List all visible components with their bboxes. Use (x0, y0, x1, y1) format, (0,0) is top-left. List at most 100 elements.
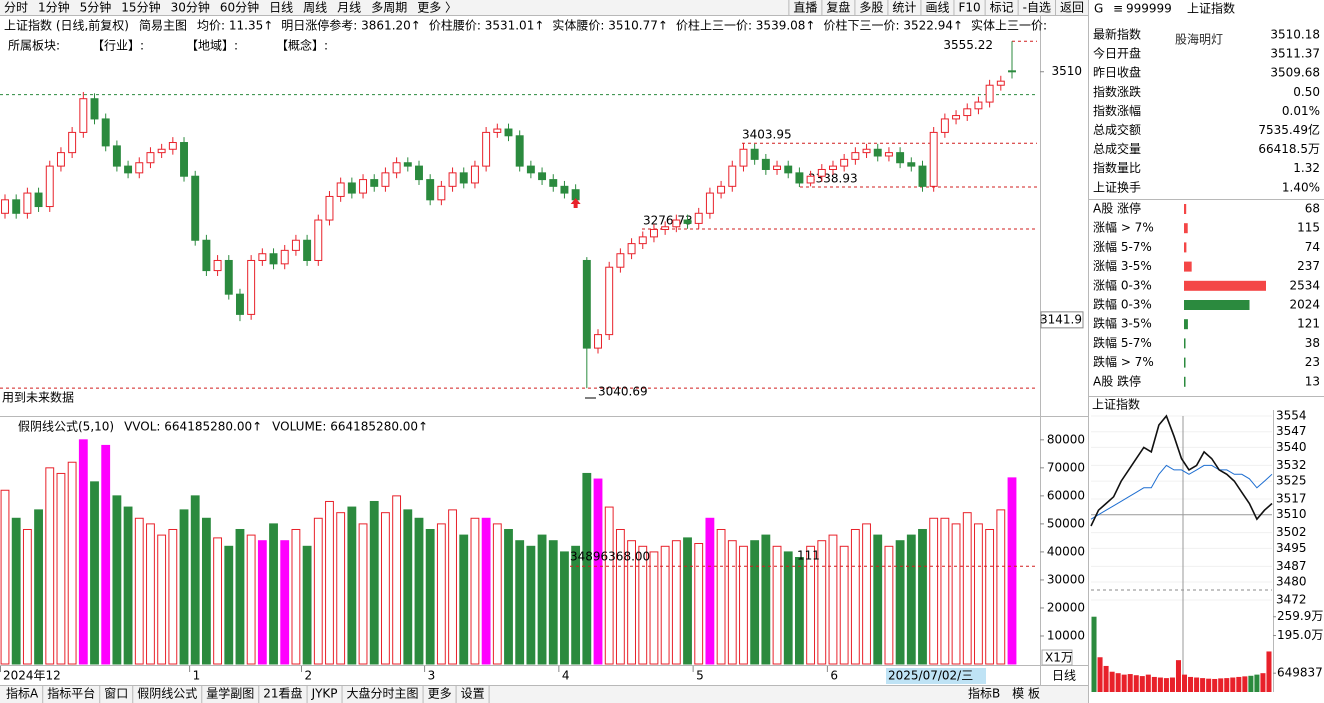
mini-y-label: 3480 (1276, 575, 1307, 589)
quote-label: 总成交额 (1093, 122, 1141, 137)
volume-bar (168, 528, 178, 665)
toolbar-button[interactable]: 复盘 (826, 0, 850, 15)
toolbar-tab[interactable]: 更多 〉 (417, 1, 457, 15)
breadth-value: 2024 (1289, 298, 1320, 312)
candle-body (34, 192, 43, 208)
candle-body (896, 152, 905, 164)
unit-label: X1万 (1045, 651, 1073, 665)
indicator-tab[interactable]: 指标A (6, 686, 39, 701)
toolbar-button[interactable]: 直播 (793, 1, 817, 15)
candle-body (717, 185, 726, 194)
indicator-tab[interactable]: 模 板 (1012, 687, 1040, 701)
y-tick-label: 3510 (1051, 64, 1082, 78)
candle-body (314, 219, 323, 261)
volume-bar (694, 543, 704, 665)
mini-volume-bar (1260, 673, 1266, 692)
quote-value: 7535.49亿 (1258, 122, 1320, 137)
toolbar-tab[interactable]: 60分钟 (220, 0, 259, 15)
mini-volume-bar (1188, 676, 1194, 692)
volume-bar (828, 534, 838, 665)
candle-body (985, 84, 994, 103)
toolbar-tab[interactable]: 日线 (269, 1, 293, 15)
toolbar-bg (0, 0, 1088, 15)
volume-bar (123, 506, 133, 665)
candle-body (56, 152, 65, 167)
candle-body (459, 172, 468, 184)
volume-bar (403, 509, 413, 665)
volume-bar (996, 509, 1006, 665)
volume-bar (593, 478, 603, 665)
indicator-tab[interactable]: 指标B (968, 686, 1000, 701)
indicator-tab[interactable]: JYKP (311, 687, 338, 701)
volume-bar (90, 481, 99, 665)
indicator-tab[interactable]: 大盘分时主图 (347, 686, 419, 701)
mini-volume-bar (1169, 677, 1175, 692)
breadth-label: 涨幅 0-3% (1093, 277, 1152, 292)
candle-body (180, 142, 188, 177)
indicator-tab[interactable]: 量学副图 (206, 686, 254, 701)
toolbar-tab[interactable]: 30分钟 (171, 0, 210, 15)
toolbar-tab[interactable]: 15分钟 (121, 0, 160, 15)
breadth-label: 跌幅 > 7% (1093, 354, 1154, 369)
toolbar-button[interactable]: 多股 (859, 1, 883, 15)
breadth-bar (1184, 338, 1186, 349)
toolbar-tab[interactable]: 分时 (4, 1, 28, 15)
indicator-tab[interactable]: 21看盘 (263, 686, 302, 701)
annotation: 111 (797, 549, 820, 563)
indicator-tab[interactable]: 更多 (428, 687, 452, 701)
breadth-bar (1184, 319, 1188, 330)
candle-body (918, 165, 927, 187)
volume-bar (582, 472, 592, 665)
volume-bar (761, 534, 771, 665)
candle-body (784, 165, 793, 174)
mini-y-label: 3525 (1276, 474, 1307, 488)
toolbar-tab[interactable]: 1分钟 (38, 0, 70, 15)
volume-bar (213, 537, 223, 665)
breadth-value: 237 (1297, 259, 1320, 273)
candle-body (12, 199, 21, 214)
indicator-tab[interactable]: 设置 (461, 687, 485, 701)
volume-bar (157, 534, 167, 665)
toolbar-tab[interactable]: 周线 (303, 1, 327, 15)
volume-bar (34, 509, 43, 665)
mini-y-label: 3472 (1276, 593, 1307, 607)
breadth-bar (1184, 300, 1250, 310)
mini-y-label: 3487 (1276, 559, 1307, 573)
toolbar-tab[interactable]: 多周期 (371, 1, 407, 15)
candle-body (101, 118, 110, 147)
indicator-tab[interactable]: 假阴线公式 (137, 687, 197, 701)
candle-body (303, 239, 312, 261)
x-tick-label: 4 (562, 669, 570, 683)
candle-body (146, 152, 155, 164)
volume-header: VVOL: 664185280.00↑ (124, 420, 262, 434)
candle-body (605, 266, 614, 336)
toolbar-button[interactable]: 画线 (925, 1, 949, 15)
breadth-value: 68 (1305, 202, 1320, 216)
toolbar-button[interactable]: F10 (958, 1, 980, 15)
toolbar-button[interactable]: -自选 (1023, 1, 1051, 15)
y-tick-label: 70000 (1047, 460, 1085, 474)
mini-volume-bar (1212, 678, 1218, 692)
toolbar-button[interactable]: 统计 (892, 1, 916, 15)
indicator-tab[interactable]: 窗口 (104, 687, 128, 701)
candle-body (526, 165, 535, 174)
volume-bar (78, 439, 88, 665)
candle-body (582, 259, 591, 349)
volume-bar (548, 540, 558, 665)
toolbar-button[interactable]: 标记 (990, 1, 1014, 15)
mini-volume-bar (1254, 674, 1260, 692)
indicator-tab[interactable]: 指标平台 (47, 686, 95, 701)
volume-bar (1007, 477, 1017, 665)
menu-icon[interactable]: ≡ (1113, 2, 1123, 16)
candle-body (269, 253, 278, 265)
quote-label: 上证换手 (1093, 180, 1141, 194)
quote-value: 66418.5万 (1258, 142, 1320, 156)
toolbar-tab[interactable]: 月线 (337, 1, 361, 15)
volume-bar (291, 528, 301, 665)
mini-volume-bar (1266, 651, 1272, 692)
toolbar-button[interactable]: 返回 (1060, 1, 1084, 15)
breadth-label: 跌幅 5-7% (1093, 335, 1152, 350)
volume-bar (895, 540, 905, 665)
toolbar-tab[interactable]: 5分钟 (80, 0, 112, 15)
